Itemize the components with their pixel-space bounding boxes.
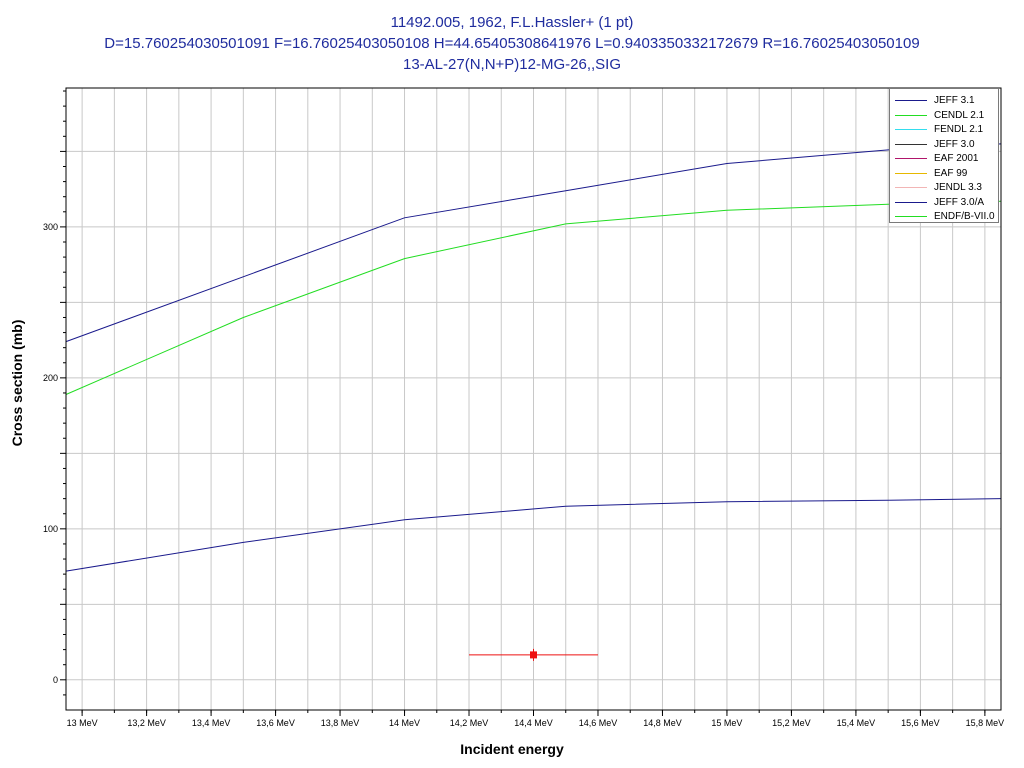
y-tick-label: 100 bbox=[43, 524, 58, 534]
legend-label: JEFF 3.0/A bbox=[934, 196, 985, 208]
grid-layer bbox=[66, 88, 1001, 710]
series-line-1 bbox=[65, 200, 1002, 395]
x-tick-label: 14,6 MeV bbox=[579, 718, 618, 728]
y-tick-label: 200 bbox=[43, 373, 58, 383]
legend-label: EAF 2001 bbox=[934, 153, 979, 164]
points-layer bbox=[469, 648, 598, 661]
x-tick-label: 15 MeV bbox=[711, 718, 742, 728]
legend-swatch bbox=[895, 100, 927, 101]
legend-item: ENDF/B-VII.0 bbox=[890, 210, 1000, 223]
x-tick-label: 14,4 MeV bbox=[514, 718, 553, 728]
y-axis-label: Cross section (mb) bbox=[9, 319, 25, 447]
legend-swatch bbox=[895, 158, 927, 159]
legend-item: EAF 2001 bbox=[890, 152, 1000, 165]
legend-item: JENDL 3.3 bbox=[890, 181, 1000, 194]
legend-label: JEFF 3.0 bbox=[934, 138, 975, 150]
legend-label: ENDF/B-VII.0 bbox=[934, 211, 995, 222]
x-tick-label: 13,8 MeV bbox=[321, 718, 360, 728]
x-tick-label: 15,4 MeV bbox=[837, 718, 876, 728]
legend-label: EAF 99 bbox=[934, 167, 968, 179]
x-tick-label: 13 MeV bbox=[67, 718, 98, 728]
legend-swatch bbox=[895, 201, 927, 203]
chart-title-line-3: 13-AL-27(N,N+P)12-MG-26,,SIG bbox=[403, 56, 621, 73]
chart-title-line-1: 11492.005, 1962, F.L.Hassler+ (1 pt) bbox=[390, 14, 634, 31]
x-tick-label: 15,2 MeV bbox=[772, 718, 811, 728]
legend-item: JEFF 3.0 bbox=[890, 138, 1000, 151]
legend-item: JEFF 3.1 bbox=[890, 94, 1000, 107]
y-tick-label: 300 bbox=[43, 222, 58, 232]
legend-item: FENDL 2.1 bbox=[890, 123, 1000, 136]
chart-title-line-2: D=15.760254030501091 F=16.76025403050108… bbox=[104, 35, 920, 52]
legend-swatch bbox=[895, 143, 927, 145]
x-tick-label: 15,6 MeV bbox=[901, 718, 940, 728]
legend-swatch bbox=[895, 129, 927, 130]
legend-item: JEFF 3.0/A bbox=[890, 196, 1000, 209]
data-point-0 bbox=[530, 651, 537, 659]
chart-legend: JEFF 3.1 CENDL 2.1 FENDL 2.1 JEFF 3.0 EAF 20… bbox=[889, 88, 999, 223]
chart-title-block: 11492.005, 1962, F.L.Hassler+ (1 pt) D=1… bbox=[0, 12, 1024, 75]
legend-label: JEFF 3.1 bbox=[934, 95, 975, 106]
x-tick-label: 13,4 MeV bbox=[192, 718, 231, 728]
series-line-7 bbox=[65, 498, 1002, 572]
legend-item: CENDL 2.1 bbox=[890, 109, 1000, 122]
x-tick-label: 15,8 MeV bbox=[966, 718, 1005, 728]
x-tick-label: 13,2 MeV bbox=[127, 718, 166, 728]
x-tick-label: 14,2 MeV bbox=[450, 718, 489, 728]
x-tick-label: 14 MeV bbox=[389, 718, 420, 728]
x-tick-label: 14,8 MeV bbox=[643, 718, 682, 728]
legend-item: EAF 99 bbox=[890, 167, 1000, 180]
x-tick-label: 13,6 MeV bbox=[256, 718, 295, 728]
y-tick-label: 0 bbox=[53, 675, 58, 685]
x-axis-label: Incident energy bbox=[460, 741, 564, 757]
plot-frame bbox=[65, 87, 1002, 711]
legend-swatch bbox=[895, 172, 927, 174]
legend-label: JENDL 3.3 bbox=[934, 182, 982, 193]
legend-label: CENDL 2.1 bbox=[934, 109, 985, 121]
legend-swatch bbox=[895, 216, 927, 217]
legend-swatch bbox=[895, 114, 927, 116]
legend-label: FENDL 2.1 bbox=[934, 124, 984, 135]
legend-swatch bbox=[895, 187, 927, 188]
axes-layer: 13 MeV 13,2 MeV 13,4 MeV 13,6 MeV 13,8 MeV 14… bbox=[43, 87, 1005, 728]
